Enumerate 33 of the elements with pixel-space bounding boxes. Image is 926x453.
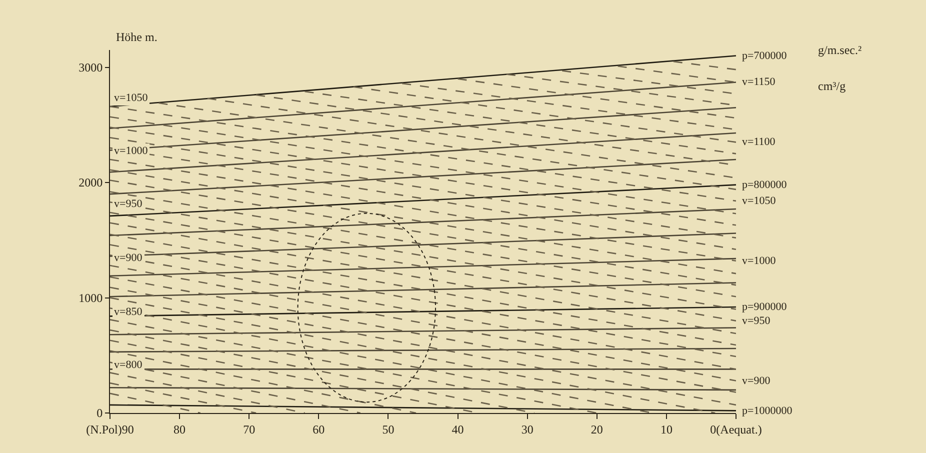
x-tick-label: 30 xyxy=(521,422,534,436)
series-label: v=850 xyxy=(114,306,143,318)
series-label: v=1050 xyxy=(114,92,148,104)
text: v=900 xyxy=(742,375,770,387)
text: v=1050 xyxy=(742,195,776,207)
legend-label: p=1000000 xyxy=(742,405,793,417)
y-tick-label: 2000 xyxy=(78,176,103,190)
series-label: p=800000 xyxy=(742,179,788,191)
series-label: v=950 xyxy=(114,198,143,210)
x-tick-label: 70 xyxy=(243,422,256,436)
x-tick-label: 40 xyxy=(452,422,464,436)
series-label: v=1100 xyxy=(742,136,776,148)
y-axis-title: Höhe m. xyxy=(116,30,158,44)
x-tick-label: 60 xyxy=(312,422,325,436)
series-label: v=1150 xyxy=(742,76,776,88)
text: g/m.sec.² xyxy=(818,43,862,57)
x-tick-label: 10 xyxy=(660,422,672,436)
x-tick-label: (N.Pol)90 xyxy=(86,422,134,436)
series-label: v=800 xyxy=(114,359,143,371)
series-label: p=700000 xyxy=(742,50,788,62)
x-tick-label: 50 xyxy=(382,422,394,436)
series-label: v=900 xyxy=(114,252,143,264)
text: v=1000 xyxy=(742,255,776,267)
y-tick-label: 0 xyxy=(96,406,103,420)
x-tick-label: 0(Aequat.) xyxy=(710,422,762,436)
series-label: v=1000 xyxy=(114,145,148,157)
text: cm³/g xyxy=(818,79,846,93)
series-label: p=900000 xyxy=(742,301,788,313)
text: v=950 xyxy=(742,315,770,327)
y-tick-label: 1000 xyxy=(78,290,103,305)
x-tick-label: 20 xyxy=(590,422,603,436)
y-tick-label: 3000 xyxy=(78,60,103,74)
x-tick-label: 80 xyxy=(174,422,186,436)
